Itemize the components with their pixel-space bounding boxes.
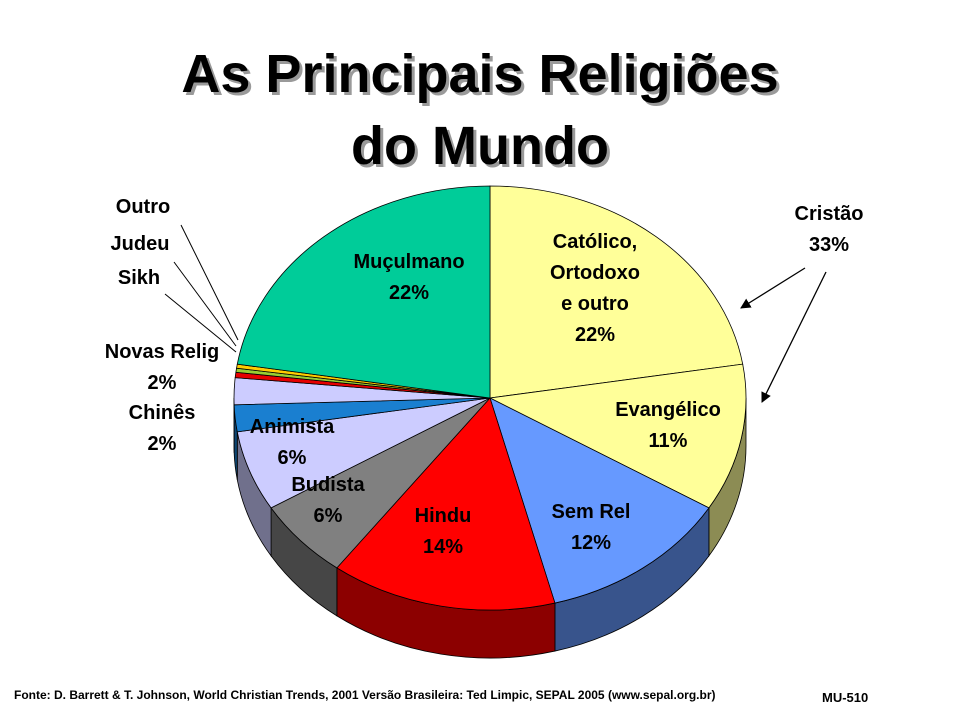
pie-top	[233, 185, 747, 611]
slice-3	[336, 397, 556, 611]
slice-1	[488, 363, 747, 509]
slice-label-1-0: Evangélico	[615, 399, 721, 421]
annotation-label: Cristão	[795, 203, 864, 225]
slice-label-7-0: Novas Relig	[105, 341, 219, 363]
pie-sides	[233, 397, 747, 659]
slice-label-8-0: Sikh	[118, 267, 160, 289]
leader-line-10	[180, 224, 239, 341]
annotation-value: 33%	[809, 234, 849, 256]
title-line-2: do Mundo	[351, 116, 609, 176]
leader-line-8	[164, 293, 237, 353]
slice-label-0-2: e outro	[561, 293, 629, 315]
slice-value-11: 22%	[389, 282, 429, 304]
leader-lines	[164, 224, 827, 403]
slice-label-6-0: Chinês	[129, 402, 196, 424]
slice-label-0-0: Católico,	[553, 231, 637, 253]
title-line-1: As Principais Religiões	[181, 44, 779, 104]
slice-label-10-0: Outro	[116, 196, 170, 218]
leader-line-9	[173, 261, 237, 347]
slice-2	[489, 397, 710, 604]
slice-label-0-1: Ortodoxo	[550, 262, 640, 284]
slice-label-5-0: Animista	[250, 416, 335, 438]
slice-value-7: 2%	[148, 372, 177, 394]
slide-code: MU-510	[822, 690, 869, 705]
slice-label-9-0: Judeu	[111, 233, 170, 255]
slice-0	[489, 185, 744, 399]
slice-value-5: 6%	[278, 447, 307, 469]
slice-labels: Católico, Ortodoxo e outro 22% Evangélico 11%…	[105, 196, 864, 558]
slice-value-2: 12%	[571, 532, 611, 554]
slice-label-4-0: Budista	[291, 474, 365, 496]
slice-label-11-0: Muçulmano	[353, 251, 464, 273]
annotation-arrow-0	[740, 267, 806, 309]
slice-11	[236, 185, 491, 399]
slice-label-2-0: Sem Rel	[552, 501, 631, 523]
source-footer: Fonte: D. Barrett & T. Johnson, World Ch…	[14, 688, 716, 702]
slice-value-1: 11%	[649, 430, 688, 452]
annotation-arrow-1	[761, 271, 827, 403]
slice-label-3-0: Hindu	[415, 505, 472, 527]
slice-value-6: 2%	[148, 433, 177, 455]
slice-value-4: 6%	[314, 505, 343, 527]
slice-value-3: 14%	[423, 536, 463, 558]
slice-value-0: 22%	[575, 324, 615, 346]
